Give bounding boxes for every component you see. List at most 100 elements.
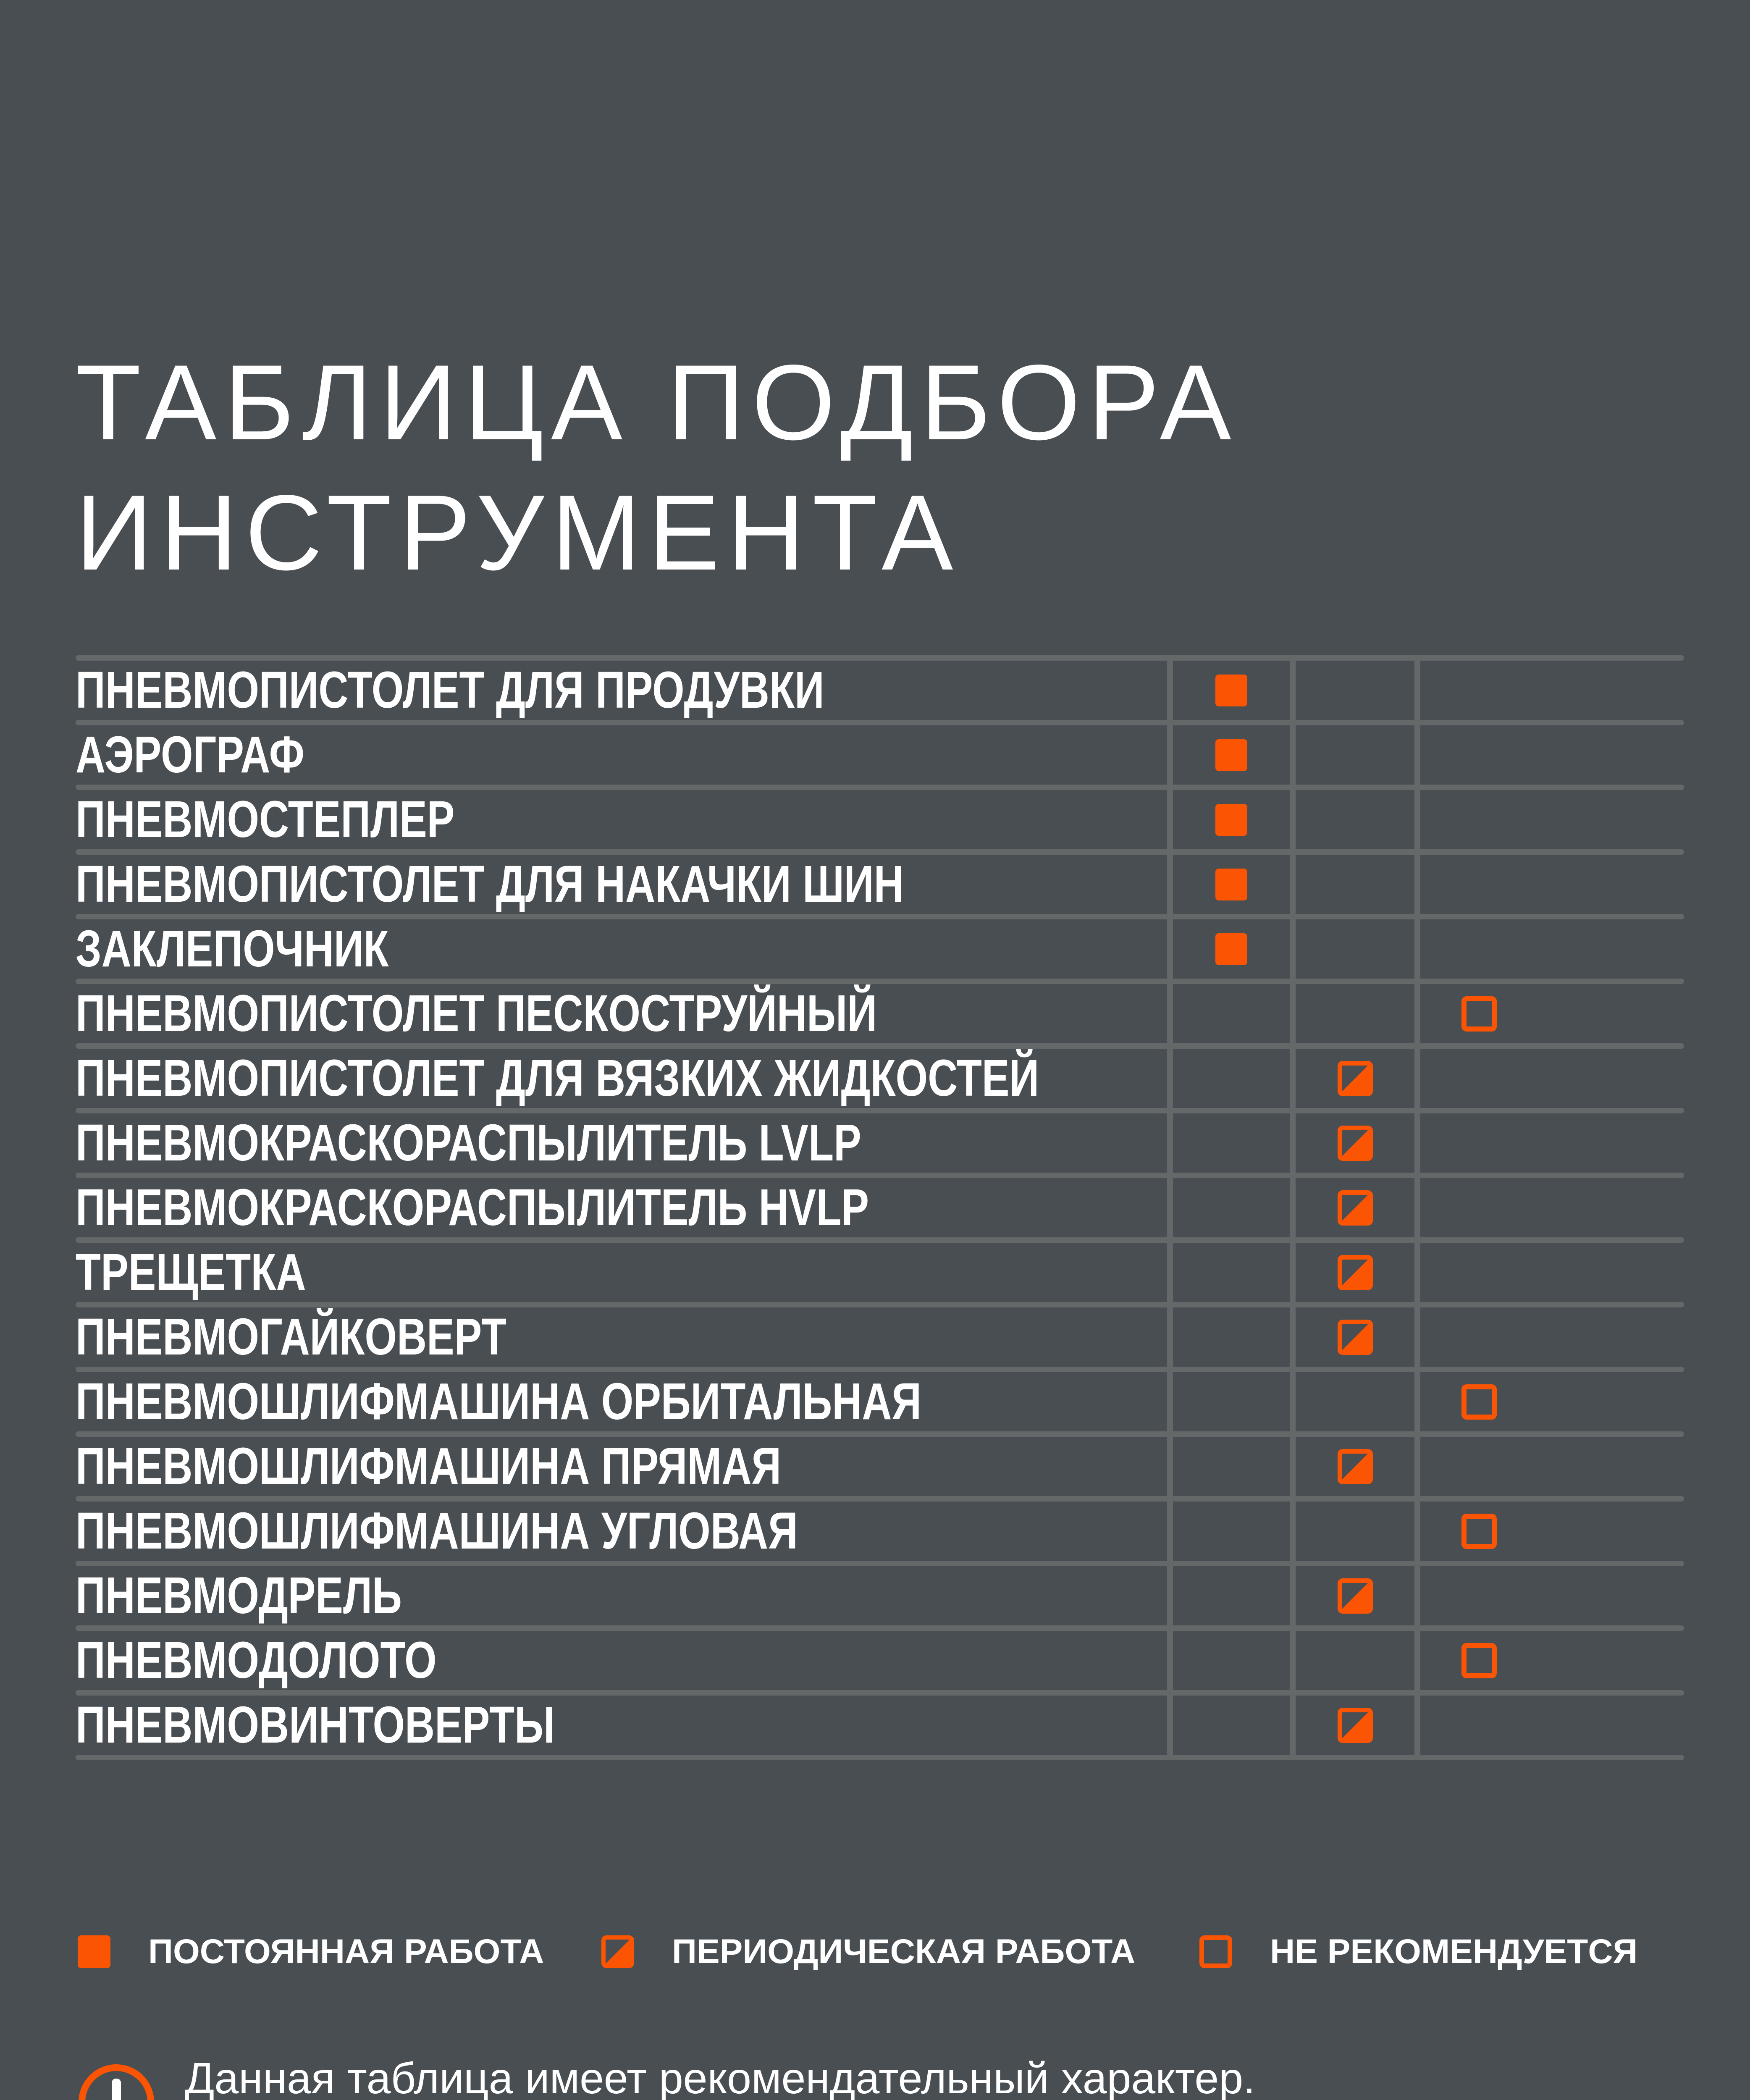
row-label: ПНЕВМОКРАСКОРАСПЫЛИТЕЛЬ LVLP [76,1114,861,1172]
marker-constant-icon [1215,739,1247,771]
cell-constant [1170,1502,1293,1561]
row-separator [76,1043,1684,1049]
row-label: ПНЕВМОПИСТОЛЕТ ДЛЯ НАКАЧКИ ШИН [76,856,904,913]
cell-not-recommended [1417,1437,1540,1496]
cell-filler [1540,1243,1684,1302]
cell-filler [1540,1631,1684,1690]
cell-periodic [1293,1437,1417,1496]
marker-constant-icon [1215,868,1247,900]
row-label: ПНЕВМОВИНТОВЕРТЫ [76,1696,555,1754]
exclamation-icon [79,2064,154,2100]
row-separator [76,1625,1684,1631]
cell-not-recommended [1417,1307,1540,1367]
row-label: ПНЕВМОКРАСКОРАСПЫЛИТЕЛЬ HVLP [76,1179,869,1236]
table-row: ПНЕВМОШЛИФМАШИНА ПРЯМАЯ [76,1437,1684,1496]
row-separator [76,1173,1684,1178]
cell-not-recommended [1417,1631,1540,1690]
legend-item-label: ПОСТОЯННАЯ РАБОТА [148,1932,544,1971]
row-separator [76,1367,1684,1372]
row-label: ПНЕВМОДОЛОТО [76,1632,437,1689]
cell-constant [1170,1307,1293,1367]
marker-periodic-icon [1337,1125,1373,1161]
cell-not-recommended [1417,661,1540,720]
row-label: ПНЕВМОШЛИФМАШИНА ОРБИТАЛЬНАЯ [76,1373,922,1431]
cell-filler [1540,984,1684,1043]
not-recommended-icon [1199,1935,1232,1968]
cell-periodic [1293,1243,1417,1302]
exclamation-bar [112,2079,121,2100]
row-label: ПНЕВМОСТЕПЛЕР [76,791,455,848]
row-separator [76,720,1684,725]
cell-filler [1540,855,1684,914]
row-label: ПНЕВМОШЛИФМАШИНА ПРЯМАЯ [76,1438,782,1495]
marker-not-recommended-icon [1461,1513,1497,1549]
marker-periodic-icon [1337,1190,1373,1226]
table-row: ПНЕВМОКРАСКОРАСПЫЛИТЕЛЬ LVLP [76,1113,1684,1173]
cell-constant [1170,1696,1293,1755]
cell-periodic [1293,661,1417,720]
marker-constant-icon [1215,674,1247,706]
page-title: ТАБЛИЦА ПОДБОРА ИНСТРУМЕНТА [76,343,1239,593]
legend-item-not-recommended: НЕ РЕКОМЕНДУЕТСЯ [1199,1932,1638,1971]
row-separator [76,785,1684,790]
cell-constant [1170,1372,1293,1431]
cell-filler [1540,1502,1684,1561]
cell-periodic [1293,1372,1417,1431]
cell-periodic [1293,1113,1417,1173]
note-text: Данная таблица имеет рекомендательный ха… [185,2054,1255,2100]
cell-periodic [1293,1178,1417,1237]
table-row: ПНЕВМОПИСТОЛЕТ ДЛЯ ПРОДУВКИ [76,661,1684,720]
cell-periodic [1293,1307,1417,1367]
cell-not-recommended [1417,1113,1540,1173]
table-row: ТРЕЩЕТКА [76,1243,1684,1302]
cell-constant [1170,725,1293,785]
row-label: ПНЕВМОДРЕЛЬ [76,1567,402,1625]
cell-filler [1540,919,1684,979]
legend-item-label: НЕ РЕКОМЕНДУЕТСЯ [1270,1932,1638,1971]
cell-filler [1540,1372,1684,1431]
table-row: ЗАКЛЕПОЧНИК [76,919,1684,979]
cell-not-recommended [1417,919,1540,979]
cell-constant [1170,1437,1293,1496]
cell-not-recommended [1417,1566,1540,1625]
cell-periodic [1293,1696,1417,1755]
cell-constant [1170,1113,1293,1173]
row-separator [76,849,1684,855]
cell-periodic [1293,725,1417,785]
legend-item-constant: ПОСТОЯННАЯ РАБОТА [78,1932,544,1971]
table-row: ПНЕВМОПИСТОЛЕТ ПЕСКОСТРУЙНЫЙ [76,984,1684,1043]
cell-periodic [1293,790,1417,849]
cell-filler [1540,1566,1684,1625]
cell-constant [1170,1243,1293,1302]
marker-periodic-icon [1337,1060,1373,1096]
row-label: ПНЕВМОШЛИФМАШИНА УГЛОВАЯ [76,1502,798,1560]
table-row: ПНЕВМОДРЕЛЬ [76,1566,1684,1625]
cell-constant [1170,1049,1293,1108]
marker-not-recommended-icon [1461,1384,1497,1420]
row-separator [76,979,1684,984]
row-separator [76,1690,1684,1696]
cell-not-recommended [1417,855,1540,914]
cell-not-recommended [1417,790,1540,849]
row-label: ЗАКЛЕПОЧНИК [76,920,389,978]
table-row: ПНЕВМОШЛИФМАШИНА ОРБИТАЛЬНАЯ [76,1372,1684,1431]
column-divider [1414,655,1420,1760]
marker-constant-icon [1215,933,1247,965]
marker-constant-icon [1215,803,1247,836]
row-separator [76,1496,1684,1502]
cell-filler [1540,790,1684,849]
cell-periodic [1293,1566,1417,1625]
tool-table: ПНЕВМОПИСТОЛЕТ ДЛЯ ПРОДУВКИ АЭРОГРАФ ПНЕ… [76,655,1684,1760]
cell-not-recommended [1417,984,1540,1043]
marker-periodic-icon [1337,1707,1373,1743]
row-separator [76,1431,1684,1437]
row-label: ПНЕВМОГАЙКОВЕРТ [76,1308,507,1366]
cell-filler [1540,1307,1684,1367]
cell-constant [1170,790,1293,849]
marker-periodic-icon [1337,1255,1373,1290]
table-row: ПНЕВМОКРАСКОРАСПЫЛИТЕЛЬ HVLP [76,1178,1684,1237]
table-row: ПНЕВМОДОЛОТО [76,1631,1684,1690]
cell-constant [1170,1566,1293,1625]
cell-periodic [1293,1049,1417,1108]
